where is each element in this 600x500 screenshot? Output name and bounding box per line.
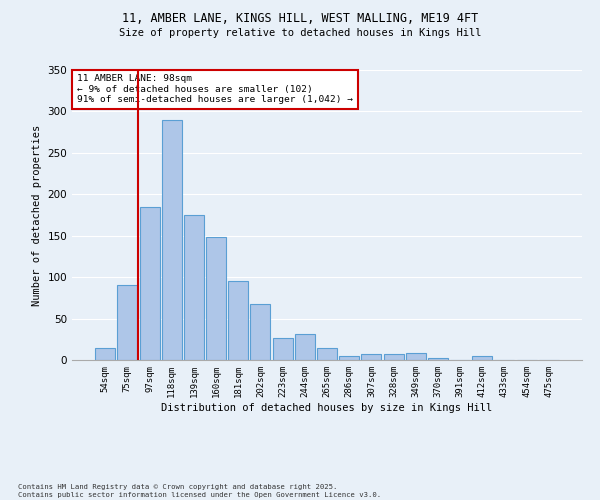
Bar [118,286,137,360]
Bar [295,334,315,360]
Y-axis label: Number of detached properties: Number of detached properties [32,124,42,306]
Bar [206,236,226,360]
Bar [428,358,448,360]
Text: Size of property relative to detached houses in Kings Hill: Size of property relative to detached ho… [119,28,481,38]
Bar [317,348,337,360]
Bar [272,338,293,360]
X-axis label: Distribution of detached houses by size in Kings Hill: Distribution of detached houses by size … [161,402,493,412]
Bar [140,206,160,360]
Bar [472,356,492,360]
Bar [383,354,404,360]
Bar [406,352,426,360]
Bar [95,348,115,360]
Text: 11, AMBER LANE, KINGS HILL, WEST MALLING, ME19 4FT: 11, AMBER LANE, KINGS HILL, WEST MALLING… [122,12,478,26]
Bar [184,215,204,360]
Bar [339,356,359,360]
Bar [361,354,382,360]
Bar [228,282,248,360]
Bar [250,304,271,360]
Text: Contains HM Land Registry data © Crown copyright and database right 2025.
Contai: Contains HM Land Registry data © Crown c… [18,484,381,498]
Text: 11 AMBER LANE: 98sqm
← 9% of detached houses are smaller (102)
91% of semi-detac: 11 AMBER LANE: 98sqm ← 9% of detached ho… [77,74,353,104]
Bar [162,120,182,360]
